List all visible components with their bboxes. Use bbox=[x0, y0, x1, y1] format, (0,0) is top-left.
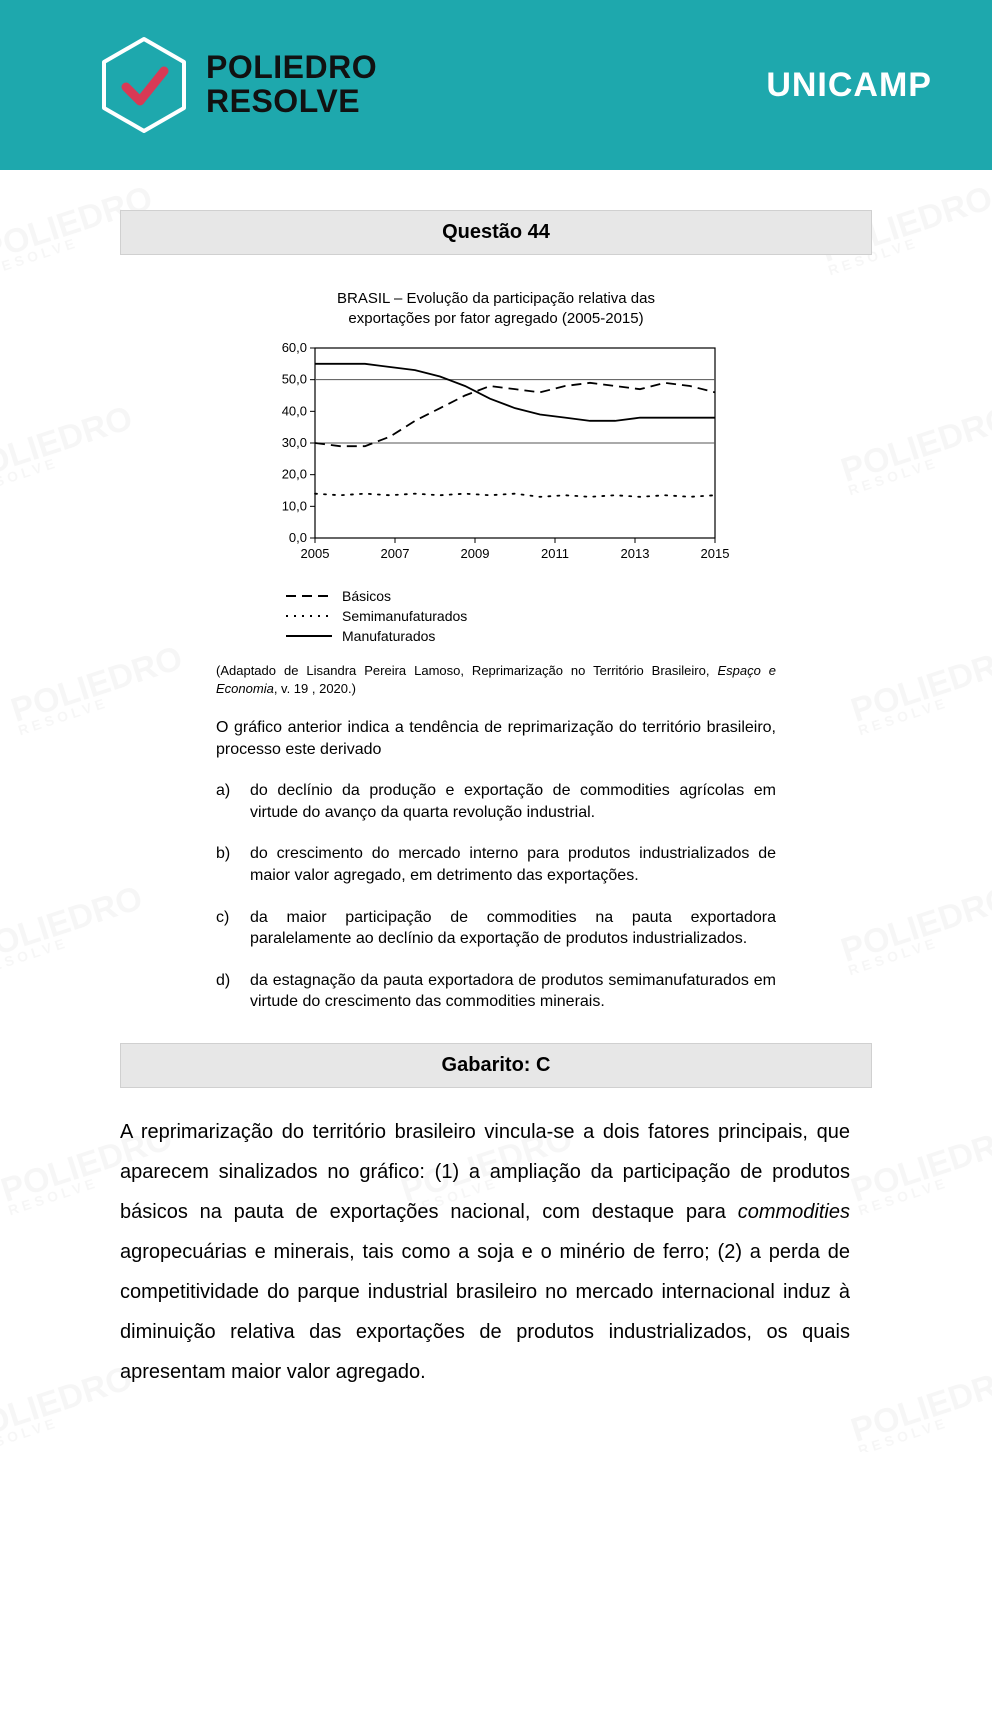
svg-text:0,0: 0,0 bbox=[289, 530, 307, 545]
citation-suffix: , v. 19 , 2020.) bbox=[274, 681, 356, 696]
option-text: do declínio da produção e exportação de … bbox=[250, 780, 776, 823]
option-letter: d) bbox=[216, 970, 238, 1013]
svg-text:30,0: 30,0 bbox=[282, 435, 307, 450]
answer-explanation: A reprimarização do território brasileir… bbox=[120, 1112, 850, 1392]
explanation-suffix: agropecuárias e minerais, tais como a so… bbox=[120, 1241, 850, 1383]
explanation-italic: commodities bbox=[738, 1201, 850, 1223]
svg-text:20,0: 20,0 bbox=[282, 467, 307, 482]
question-header: Questão 44 bbox=[120, 210, 872, 255]
option-letter: c) bbox=[216, 907, 238, 950]
option-letter: b) bbox=[216, 843, 238, 886]
option-item: a) do declínio da produção e exportação d… bbox=[216, 780, 776, 823]
legend-label: Básicos bbox=[342, 588, 391, 604]
line-chart: 0,0 10,0 20,0 30,0 40,0 50,0 60,0 2005 2007 2009 2… bbox=[261, 338, 731, 578]
hexagon-icon bbox=[104, 39, 184, 131]
option-text: do crescimento do mercado interno para p… bbox=[250, 843, 776, 886]
legend-basicos: Básicos bbox=[286, 586, 776, 606]
chart-title-line1: BRASIL – Evolução da participação relati… bbox=[337, 290, 655, 307]
chart-block: BRASIL – Evolução da participação relati… bbox=[216, 289, 776, 646]
option-item: b) do crescimento do mercado interno para… bbox=[216, 843, 776, 886]
citation-prefix: (Adaptado de Lisandra Pereira Lamoso, Re… bbox=[216, 663, 717, 678]
svg-text:2005: 2005 bbox=[301, 546, 330, 561]
legend-label: Semimanufaturados bbox=[342, 608, 467, 624]
brand-line1: POLIEDRO bbox=[206, 51, 377, 85]
options-list: a) do declínio da produção e exportação d… bbox=[216, 780, 776, 1013]
logo-hexagon bbox=[100, 35, 188, 135]
svg-text:60,0: 60,0 bbox=[282, 340, 307, 355]
svg-text:2015: 2015 bbox=[701, 546, 730, 561]
svg-text:2007: 2007 bbox=[381, 546, 410, 561]
page-body: POLIEDRORESOLVE POLIEDRORESOLVE POLIEDRO… bbox=[0, 170, 992, 1452]
legend-label: Manufaturados bbox=[342, 628, 435, 644]
check-icon bbox=[126, 71, 164, 101]
svg-text:2011: 2011 bbox=[541, 546, 569, 561]
svg-text:10,0: 10,0 bbox=[282, 498, 307, 513]
chart-citation: (Adaptado de Lisandra Pereira Lamoso, Re… bbox=[216, 662, 776, 697]
chart-legend: Básicos Semimanufaturados Manufaturados bbox=[286, 586, 776, 646]
svg-text:50,0: 50,0 bbox=[282, 372, 307, 387]
option-item: d) da estagnação da pauta exportadora de … bbox=[216, 970, 776, 1013]
svg-text:40,0: 40,0 bbox=[282, 403, 307, 418]
banner: POLIEDRO RESOLVE UNICAMP bbox=[0, 0, 992, 170]
legend-manuf: Manufaturados bbox=[286, 626, 776, 646]
svg-text:2013: 2013 bbox=[621, 546, 650, 561]
chart-title-line2: exportações por fator agregado (2005-201… bbox=[348, 310, 643, 327]
question-stem: O gráfico anterior indica a tendência de… bbox=[216, 717, 776, 760]
brand-left: POLIEDRO RESOLVE bbox=[100, 35, 377, 135]
option-item: c) da maior participação de commodities n… bbox=[216, 907, 776, 950]
option-letter: a) bbox=[216, 780, 238, 823]
option-text: da maior participação de commodities na … bbox=[250, 907, 776, 950]
brand-line2: RESOLVE bbox=[206, 85, 377, 119]
svg-text:2009: 2009 bbox=[461, 546, 490, 561]
exam-label: UNICAMP bbox=[766, 66, 932, 105]
answer-header: Gabarito: C bbox=[120, 1043, 872, 1088]
chart-title: BRASIL – Evolução da participação relati… bbox=[216, 289, 776, 328]
option-text: da estagnação da pauta exportadora de pr… bbox=[250, 970, 776, 1013]
brand-text: POLIEDRO RESOLVE bbox=[206, 51, 377, 118]
legend-semi: Semimanufaturados bbox=[286, 606, 776, 626]
